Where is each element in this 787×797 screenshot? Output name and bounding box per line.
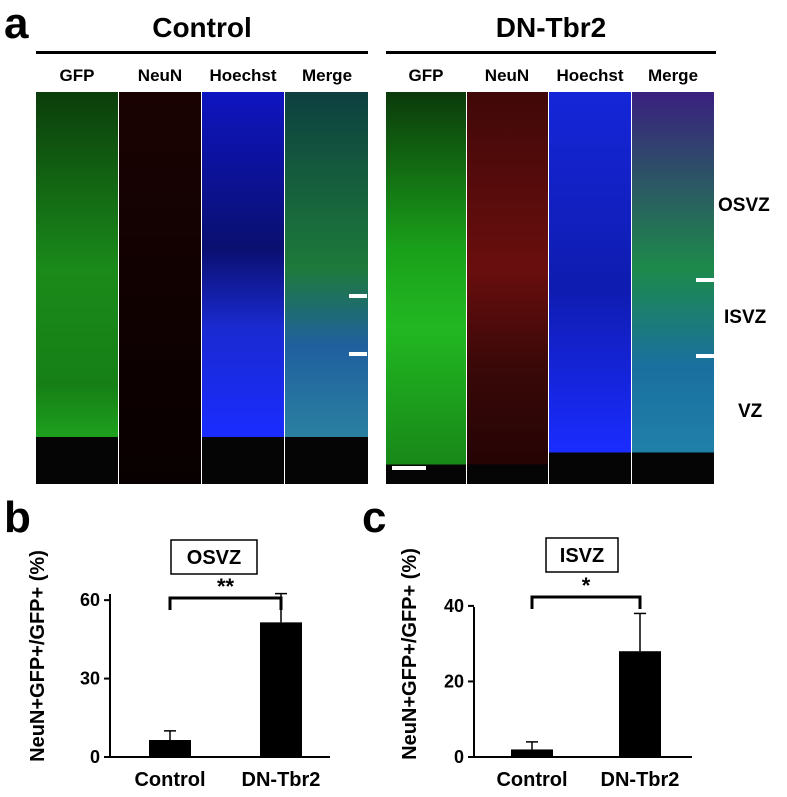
col-label-gfp: GFP [408,66,444,85]
col-label-neun: NeuN [137,66,183,85]
y-tick-label: 60 [80,590,100,610]
col-label-hoechst: Hoechst [556,66,624,85]
significance-marker: ** [217,574,235,599]
col-label-hoechst: Hoechst [209,66,277,85]
region-label-box [170,539,258,575]
significance-bracket [530,595,642,609]
panel-letter-c: c [362,493,387,542]
col-label-gfp: GFP [59,66,95,85]
region-label-box [545,537,619,573]
y-tick-label: 0 [454,747,464,767]
bar-dn-tbr2 [619,651,661,757]
panel-letter-a: a [4,0,29,48]
group-title-dn-tbr2: DN-Tbr2 [495,12,607,43]
col-label-merge: Merge [301,66,353,85]
y-tick-label: 40 [444,596,464,616]
scale-bar [392,466,426,470]
col-label-neun: NeuN [484,66,530,85]
significance-bracket [168,596,283,610]
y-tick-label: 30 [80,669,100,689]
category-label: Control [496,769,567,791]
significance-marker: * [582,573,591,598]
group-rule-control [36,51,368,54]
zone-boundary-mark [349,352,367,356]
region-label: OSVZ [187,547,241,569]
control-micrographs [36,92,368,484]
bar-control [511,749,553,757]
bar-chart-osvz: OSVZ 0 30 60 NeuN+GFP+/GFP+ (%) Control DN-Tbr… [27,539,330,791]
y-axis-label: NeuN+GFP+/GFP+ (%) [399,548,421,760]
zone-boundary-mark [696,354,714,358]
panel-letter-b: b [4,493,31,542]
zone-label-osvz: OSVZ [718,195,770,216]
zone-label-isvz: ISVZ [724,307,767,328]
bar-control [149,740,191,757]
y-axis-label: NeuN+GFP+/GFP+ (%) [27,550,49,762]
zone-boundary-mark [696,278,714,282]
dn-tbr2-micrographs [386,92,714,484]
y-tick-label: 20 [444,671,464,691]
zone-boundary-mark [349,294,367,298]
zone-label-vz: VZ [738,401,763,422]
col-label-merge: Merge [647,66,699,85]
group-rule-dn-tbr2 [386,51,716,54]
category-label: DN-Tbr2 [601,769,680,791]
y-tick-label: 0 [90,747,100,767]
category-label: DN-Tbr2 [242,769,321,791]
bar-dn-tbr2 [260,622,302,757]
category-label: Control [134,769,205,791]
group-title-control: Control [152,12,252,43]
bar-chart-isvz: ISVZ 0 20 40 NeuN+GFP+/GFP+ (%) Control DN-Tbr… [399,537,692,791]
region-label: ISVZ [560,545,604,567]
